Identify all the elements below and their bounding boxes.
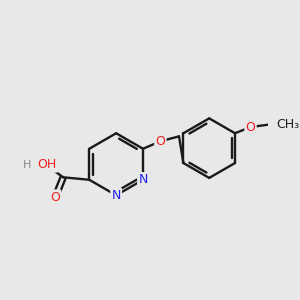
Text: CH₃: CH₃ bbox=[277, 118, 300, 131]
Text: OH: OH bbox=[38, 158, 57, 171]
Text: O: O bbox=[246, 121, 255, 134]
Text: O: O bbox=[50, 190, 60, 204]
Text: O: O bbox=[155, 135, 165, 148]
Text: H: H bbox=[23, 160, 32, 170]
Text: N: N bbox=[138, 173, 148, 186]
Text: N: N bbox=[112, 189, 121, 202]
